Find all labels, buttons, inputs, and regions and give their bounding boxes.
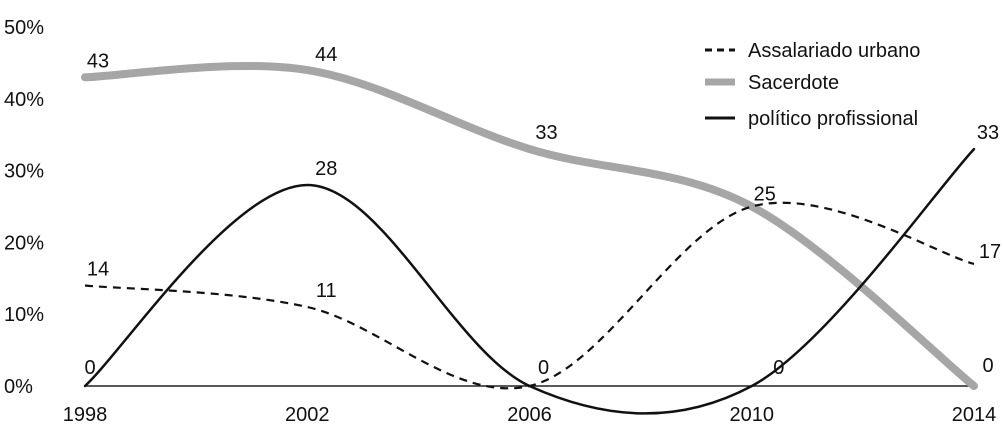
data-label: 14 [87, 259, 109, 281]
data-label: 11 [316, 280, 337, 302]
data-label: 44 [315, 44, 337, 66]
series-line-s3 [83, 147, 976, 415]
data-label: 17 [979, 241, 1001, 263]
axes: 0% 10% 20% 30% 40% 50% 1998 2002 2006 2010 2014 [4, 17, 996, 426]
legend-label: político profissional [748, 108, 918, 130]
data-labels: 14 11 25 17 43 44 33 0 0 28 0 0 33 [84, 44, 1001, 379]
y-tick-label: 30% [4, 161, 44, 183]
y-tick-label: 20% [4, 232, 44, 254]
data-label: 33 [535, 122, 557, 144]
data-label: 33 [977, 122, 999, 144]
series-line-s2 [81, 62, 978, 390]
y-tick-label: 50% [4, 17, 44, 39]
x-tick-label: 2006 [507, 404, 552, 426]
data-label: 25 [754, 184, 776, 206]
series-lines [81, 62, 978, 415]
legend-label: Assalariado urbano [748, 40, 920, 62]
data-label: 0 [84, 357, 95, 379]
data-label: 0 [982, 355, 993, 377]
series-line-s1 [84, 201, 975, 390]
y-tick-label: 40% [4, 89, 44, 111]
x-tick-label: 2010 [730, 404, 775, 426]
legend-label: Sacerdote [748, 72, 839, 94]
y-tick-label: 10% [4, 304, 44, 326]
data-label: 43 [87, 50, 109, 72]
data-label: 0 [773, 357, 784, 379]
x-tick-label: 2014 [952, 404, 997, 426]
data-label: 0 [538, 357, 549, 379]
x-tick-label: 1998 [63, 404, 108, 426]
legend: Assalariado urbano Sacerdote político prof… [705, 40, 920, 130]
data-label: 28 [315, 158, 337, 180]
x-tick-label: 2002 [285, 404, 330, 426]
y-tick-label: 0% [4, 376, 33, 398]
